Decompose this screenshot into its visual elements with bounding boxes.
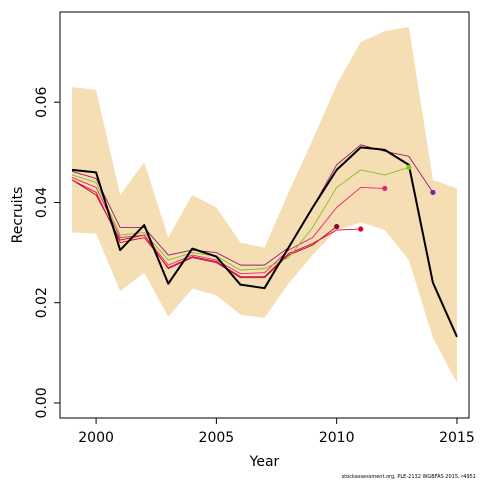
x-axis: 2000 2005 2010 2015: [78, 418, 475, 446]
series-endpoint-marker-3: [382, 185, 388, 192]
y-tick-label: 0.02: [34, 287, 50, 318]
endpoint-marker-layer: [334, 164, 436, 232]
series-endpoint-marker-2: [406, 164, 412, 170]
x-tick-label: 2005: [199, 430, 235, 446]
series-line-retro-5: [71, 179, 337, 279]
x-axis-title: Year: [249, 454, 280, 470]
y-tick-label: 0.06: [34, 87, 50, 118]
y-tick-label: 0.00: [34, 387, 50, 418]
series-endpoint-marker-5: [334, 223, 340, 230]
confidence-band-layer: [72, 27, 457, 383]
plot-frame: [59, 11, 470, 419]
series-line-retro-2: [71, 166, 409, 271]
series-line-retro-3: [71, 176, 385, 275]
series-line-retro-4: [71, 179, 361, 278]
y-axis-title: Recruits: [10, 187, 26, 244]
series-layer: [71, 144, 458, 338]
series-endpoint-marker-1: [430, 189, 436, 196]
x-tick-label: 2015: [439, 430, 475, 446]
confidence-band: [72, 27, 457, 383]
series-endpoint-marker-4: [358, 226, 364, 232]
y-tick-label: 0.04: [34, 187, 50, 218]
x-tick-label: 2010: [319, 430, 355, 446]
credit-text: stockassessment.org, PLE-2132 WGBFAS 201…: [342, 474, 476, 480]
x-tick-label: 2000: [78, 430, 114, 446]
y-axis: 0.00 0.02 0.04 0.06: [34, 87, 60, 419]
series-line-main: [71, 146, 458, 338]
